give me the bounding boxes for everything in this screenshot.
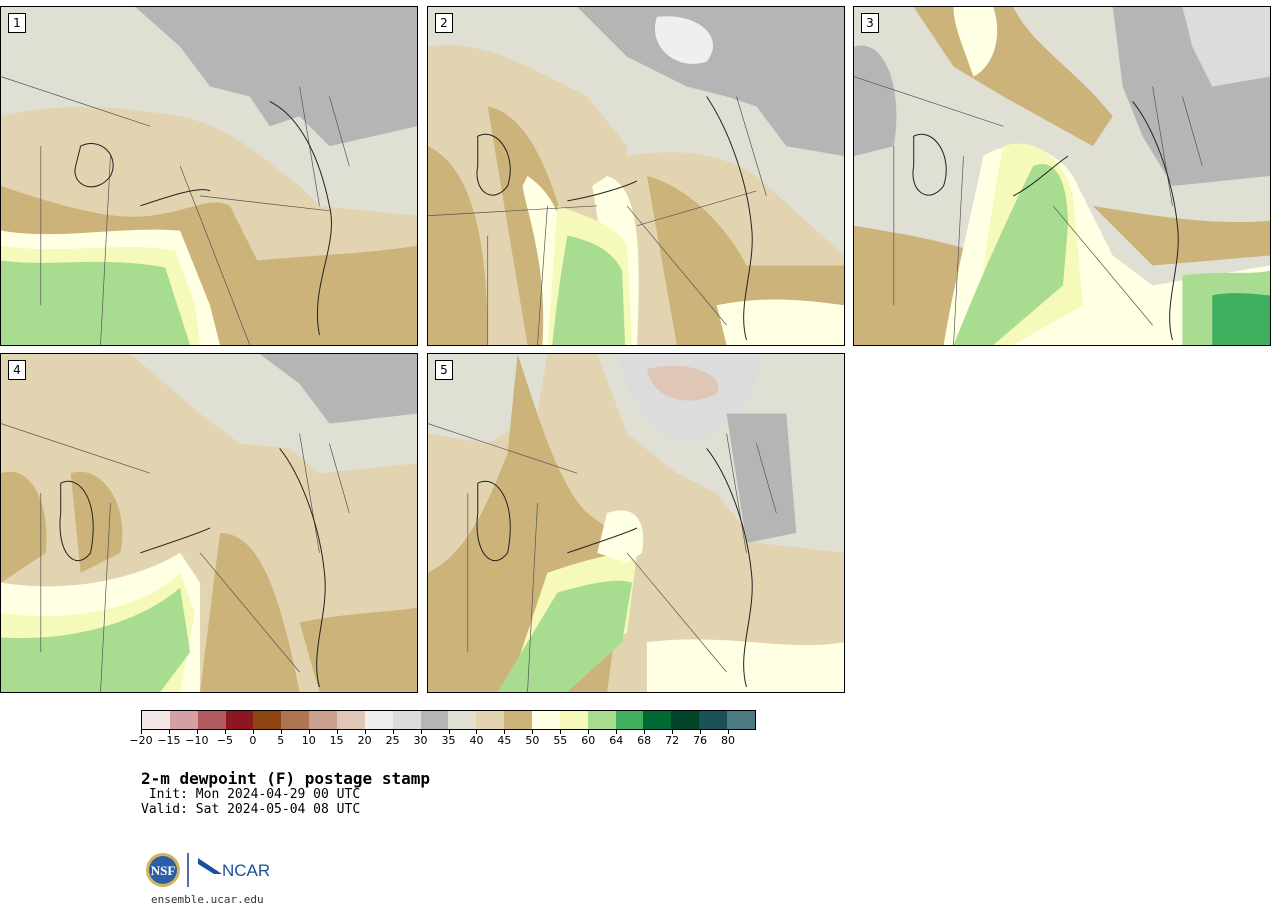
colorbar-swatch	[615, 711, 644, 729]
colorbar-tick-mark	[224, 730, 226, 734]
panel-number-label: 3	[861, 13, 879, 33]
colorbar-tick-label: 30	[413, 734, 428, 747]
colorbar-swatch	[253, 711, 282, 729]
map-panel-2: 2	[427, 6, 845, 346]
colorbar-tick-label: −15	[157, 734, 181, 747]
colorbar-tick-mark	[448, 730, 450, 734]
colorbar-swatch	[392, 711, 421, 729]
colorbar-tick-label: 60	[581, 734, 596, 747]
colorbar-tick-label: 15	[329, 734, 344, 747]
dewpoint-map-1	[1, 7, 417, 345]
colorbar-tick-mark	[728, 730, 730, 734]
colorbar-swatch	[643, 711, 672, 729]
colorbar-tick-mark	[168, 730, 170, 734]
colorbar-tick-label: 55	[553, 734, 568, 747]
colorbar-tick-label: −20	[129, 734, 153, 747]
colorbar-swatch	[169, 711, 198, 729]
dewpoint-map-5	[428, 354, 844, 692]
colorbar-tick-mark	[700, 730, 702, 734]
colorbar-tick-mark	[364, 730, 366, 734]
panel-number-label: 5	[435, 360, 453, 380]
colorbar-tick-label: 45	[497, 734, 512, 747]
colorbar-tick-label: 40	[469, 734, 484, 747]
colorbar-tick-label: 10	[301, 734, 316, 747]
colorbar-swatch	[532, 711, 560, 729]
map-panel-5: 5	[427, 353, 845, 693]
nsf-logo: NSF	[146, 853, 180, 887]
colorbar-tick-label: 50	[525, 734, 540, 747]
colorbar-tick-label: 80	[721, 734, 736, 747]
colorbar-tick-mark	[420, 730, 422, 734]
dewpoint-map-4	[1, 354, 417, 692]
colorbar-tick-label: 20	[357, 734, 372, 747]
map-panel-3: 3	[853, 6, 1271, 346]
figure-title: 2-m dewpoint (F) postage stamp	[141, 769, 430, 788]
colorbar-swatch	[559, 711, 588, 729]
map-panel-4: 4	[0, 353, 418, 693]
colorbar-tick-label: 25	[385, 734, 400, 747]
footer-url: ensemble.ucar.edu	[151, 893, 264, 906]
colorbar-tick-label: 68	[637, 734, 652, 747]
colorbar-tick-mark	[644, 730, 646, 734]
ncar-logo-text: NCAR	[222, 861, 270, 880]
colorbar-swatch	[364, 711, 393, 729]
colorbar-tick-label: 35	[441, 734, 456, 747]
colorbar-tick-mark	[308, 730, 310, 734]
dewpoint-map-2	[428, 7, 844, 345]
colorbar-tick-label: −10	[185, 734, 209, 747]
map-panel-1: 1	[0, 6, 418, 346]
nsf-logo-text: NSF	[151, 863, 176, 878]
colorbar-tick-mark	[560, 730, 562, 734]
colorbar-swatch	[281, 711, 310, 729]
colorbar-tick-mark	[476, 730, 478, 734]
colorbar-swatch	[727, 711, 755, 729]
colorbar-tick-mark	[392, 730, 394, 734]
colorbar-swatch	[309, 711, 338, 729]
init-time: Init: Mon 2024-04-29 00 UTC	[141, 787, 361, 802]
colorbar-swatch	[197, 711, 226, 729]
colorbar-tick-mark	[336, 730, 338, 734]
colorbar-swatch	[476, 711, 505, 729]
ncar-logo: NCAR	[198, 858, 270, 880]
colorbar-tick-label: 0	[249, 734, 257, 747]
logo-group: NSF NCAR	[144, 850, 284, 890]
dewpoint-colorbar	[141, 710, 756, 730]
colorbar-swatch	[337, 711, 365, 729]
panel-number-label: 2	[435, 13, 453, 33]
colorbar-swatch	[142, 711, 170, 729]
colorbar-swatch	[671, 711, 700, 729]
colorbar-swatch	[699, 711, 728, 729]
colorbar-tick-label: 76	[693, 734, 708, 747]
colorbar-tick-mark	[532, 730, 534, 734]
colorbar-tick-label: −5	[216, 734, 233, 747]
colorbar-swatch	[420, 711, 449, 729]
colorbar-swatch	[504, 711, 533, 729]
colorbar-tick-mark	[141, 730, 142, 734]
panel-number-label: 4	[8, 360, 26, 380]
colorbar-swatch	[587, 711, 616, 729]
colorbar-tick-mark	[588, 730, 590, 734]
colorbar-tick-mark	[252, 730, 254, 734]
colorbar-tick-label: 72	[665, 734, 680, 747]
colorbar-tick-mark	[672, 730, 674, 734]
colorbar-swatch	[225, 711, 254, 729]
dewpoint-map-3	[854, 7, 1270, 345]
colorbar-tick-mark	[196, 730, 198, 734]
colorbar-tick-label: 5	[277, 734, 285, 747]
panel-number-label: 1	[8, 13, 26, 33]
colorbar-tick-mark	[616, 730, 618, 734]
colorbar-tick-label: 64	[609, 734, 624, 747]
colorbar-swatch	[448, 711, 477, 729]
colorbar-tick-mark	[504, 730, 506, 734]
colorbar-tick-mark	[280, 730, 282, 734]
valid-time: Valid: Sat 2024-05-04 08 UTC	[141, 802, 361, 817]
